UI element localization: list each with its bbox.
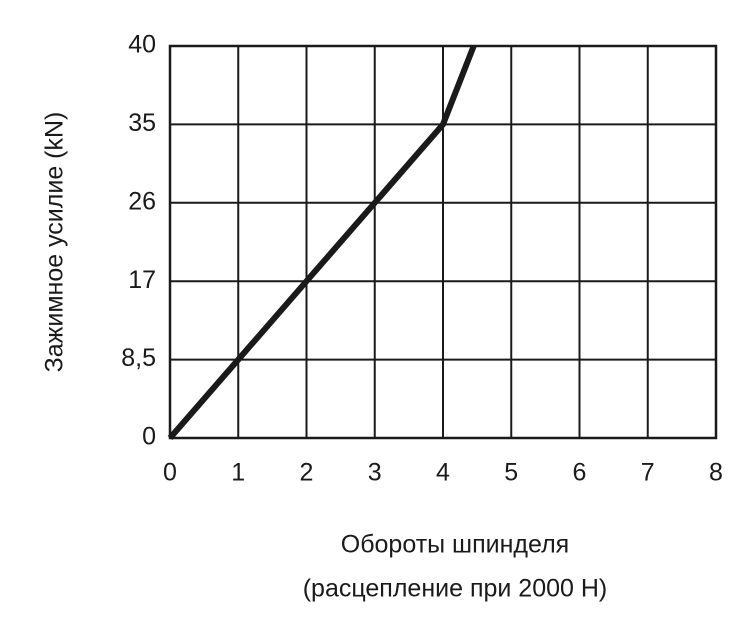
x-tick-label: 4 — [436, 459, 450, 487]
x-tick-label: 0 — [163, 459, 177, 487]
y-tick-label: 17 — [128, 266, 156, 294]
x-tick-label: 2 — [300, 459, 314, 487]
x-axis-label: Обороты шпинделя — [341, 531, 569, 559]
x-tick-label: 7 — [641, 459, 655, 487]
x-tick-label: 1 — [231, 459, 245, 487]
y-tick-label: 0 — [142, 423, 156, 451]
plot-border — [168, 44, 718, 440]
data-line — [167, 44, 477, 440]
x-axis-label: (расцепление при 2000 Н) — [303, 575, 608, 603]
x-tick-label: 6 — [573, 459, 587, 487]
y-tick-label: 26 — [128, 187, 156, 215]
y-tick-label: 8,5 — [121, 344, 156, 372]
x-tick-label: 5 — [504, 459, 518, 487]
y-tick-label: 35 — [128, 109, 156, 137]
y-tick-label: 40 — [128, 31, 156, 59]
y-axis-label: Зажимное усилие (kN) — [41, 112, 69, 373]
x-tick-label: 8 — [709, 459, 723, 487]
x-tick-label: 3 — [368, 459, 382, 487]
